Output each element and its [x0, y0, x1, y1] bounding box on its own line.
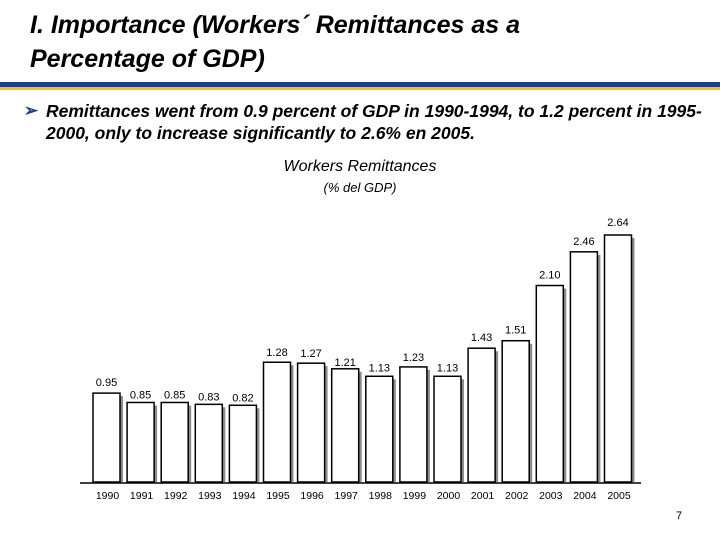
bar — [228, 404, 258, 483]
x-tick-label: 1996 — [300, 490, 324, 502]
bar — [330, 368, 360, 483]
x-tick-label: 1995 — [266, 490, 290, 502]
x-tick-label: 2002 — [505, 490, 529, 502]
chart-subtitle: (% del GDP) — [323, 180, 397, 195]
x-tick-label: 2003 — [539, 490, 563, 502]
bar — [296, 362, 326, 483]
x-tick-label: 2004 — [573, 490, 597, 502]
bullet-text: Remittances went from 0.9 percent of GDP… — [46, 101, 702, 143]
arrow-bullet-icon: ➢ — [24, 101, 39, 120]
x-tick-label: 1997 — [335, 490, 359, 502]
chart-title: Workers Remittances — [283, 158, 437, 175]
x-tick-label: 1990 — [96, 490, 120, 502]
bar-value-label: 0.85 — [164, 389, 185, 401]
bar-value-label: 0.95 — [96, 377, 117, 389]
bar-value-label: 0.83 — [198, 391, 219, 403]
bar — [433, 375, 462, 483]
bar — [603, 234, 633, 483]
bar — [467, 347, 496, 483]
bar-value-label: 1.13 — [437, 362, 458, 374]
bar — [194, 403, 224, 483]
bar-value-label: 2.46 — [573, 236, 594, 248]
bar-value-label: 1.21 — [334, 357, 355, 369]
bar-value-label: 1.28 — [266, 347, 287, 359]
x-tick-label: 2000 — [437, 490, 461, 502]
x-tick-label: 2001 — [471, 490, 495, 502]
bar-value-label: 2.10 — [539, 270, 560, 282]
bar — [126, 401, 155, 483]
bar-value-label: 1.51 — [505, 325, 526, 337]
bar — [262, 361, 292, 483]
bar — [535, 284, 565, 483]
title-rule-blue — [0, 82, 720, 87]
bar — [569, 251, 599, 483]
title-rule-yellow — [0, 87, 720, 90]
bar-value-label: 2.64 — [607, 217, 628, 229]
x-tick-label: 1993 — [198, 490, 222, 502]
bar — [160, 401, 189, 483]
bar-value-label: 1.27 — [300, 348, 321, 360]
bar-value-label: 0.82 — [232, 392, 253, 404]
bar-value-label: 1.23 — [403, 352, 424, 364]
x-tick-label: 1998 — [369, 490, 393, 502]
x-tick-label: 1991 — [130, 490, 154, 502]
bar — [501, 339, 530, 483]
slide-title: I. Importance (Workers´ Remittances as a… — [30, 11, 520, 73]
x-tick-label: 2005 — [607, 490, 631, 502]
bar — [92, 392, 121, 483]
x-tick-label: 1999 — [403, 490, 427, 502]
page-number: 7 — [676, 510, 683, 522]
x-tick-label: 1992 — [164, 490, 188, 502]
bar-value-label: 1.13 — [369, 362, 390, 374]
bar-value-label: 1.43 — [471, 332, 492, 344]
x-tick-label: 1994 — [232, 490, 256, 502]
bar — [399, 366, 428, 483]
bar-value-label: 0.85 — [130, 389, 151, 401]
bar — [365, 375, 394, 483]
